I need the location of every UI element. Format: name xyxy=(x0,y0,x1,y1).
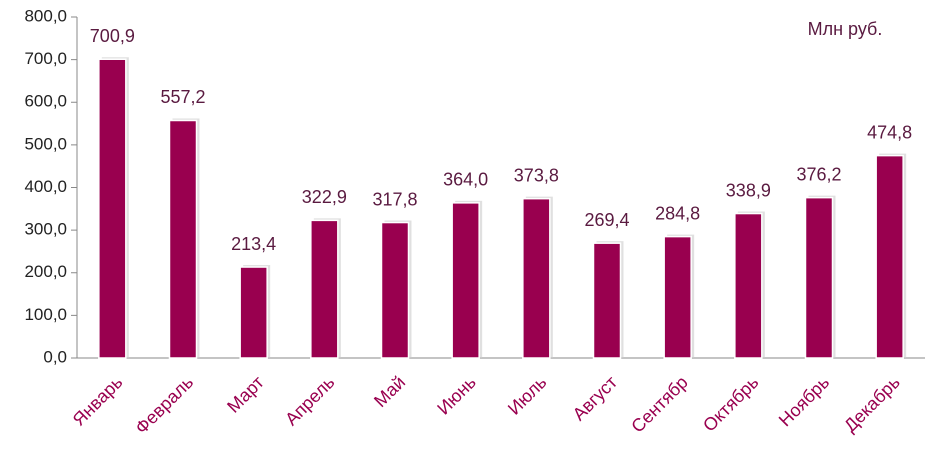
y-tick-label: 600,0 xyxy=(24,92,67,111)
value-label: 284,8 xyxy=(655,203,700,223)
value-label: 213,4 xyxy=(231,234,276,254)
x-tick-label: Февраль xyxy=(131,372,197,438)
x-tick-label: Январь xyxy=(69,372,127,430)
x-tick-label: Март xyxy=(223,372,268,417)
y-tick-label: 0,0 xyxy=(43,347,67,366)
value-label: 700,9 xyxy=(90,26,135,46)
x-tick-label: Август xyxy=(569,372,621,424)
value-label: 338,9 xyxy=(726,180,771,200)
value-label: 269,4 xyxy=(584,210,629,230)
x-tick-label: Июль xyxy=(504,372,551,419)
y-tick-label: 500,0 xyxy=(24,134,67,153)
value-label: 317,8 xyxy=(372,189,417,209)
bar xyxy=(98,58,127,359)
value-label: 474,8 xyxy=(867,122,912,142)
bar xyxy=(168,119,198,359)
x-tick-label: Сентябр xyxy=(627,372,692,437)
bar xyxy=(239,266,268,359)
value-label: 364,0 xyxy=(443,170,488,190)
y-tick-label: 800,0 xyxy=(24,6,67,25)
value-label: 376,2 xyxy=(796,164,841,184)
y-tick-label: 400,0 xyxy=(24,177,67,196)
unit-annotation: Млн руб. xyxy=(808,19,883,39)
bar xyxy=(875,154,904,359)
bar xyxy=(592,242,622,359)
x-tick-label: Ноябрь xyxy=(775,372,833,430)
x-tick-label: Май xyxy=(370,372,409,411)
y-tick-label: 700,0 xyxy=(24,49,67,68)
bar xyxy=(804,196,834,359)
x-tick-label: Апрель xyxy=(281,372,338,429)
bar xyxy=(522,197,551,359)
bar xyxy=(663,235,692,359)
y-tick-label: 100,0 xyxy=(24,305,67,324)
x-tick-label: Декабрь xyxy=(840,372,904,436)
x-tick-label: Июнь xyxy=(433,372,480,419)
bar xyxy=(734,212,763,359)
value-label: 373,8 xyxy=(514,165,559,185)
bar xyxy=(451,202,480,359)
y-tick-label: 300,0 xyxy=(24,220,67,239)
bar xyxy=(310,219,339,359)
value-label: 557,2 xyxy=(160,87,205,107)
x-tick-label: Октябрь xyxy=(699,372,762,435)
value-label: 322,9 xyxy=(302,187,347,207)
y-tick-label: 200,0 xyxy=(24,262,67,281)
bar xyxy=(380,221,410,359)
